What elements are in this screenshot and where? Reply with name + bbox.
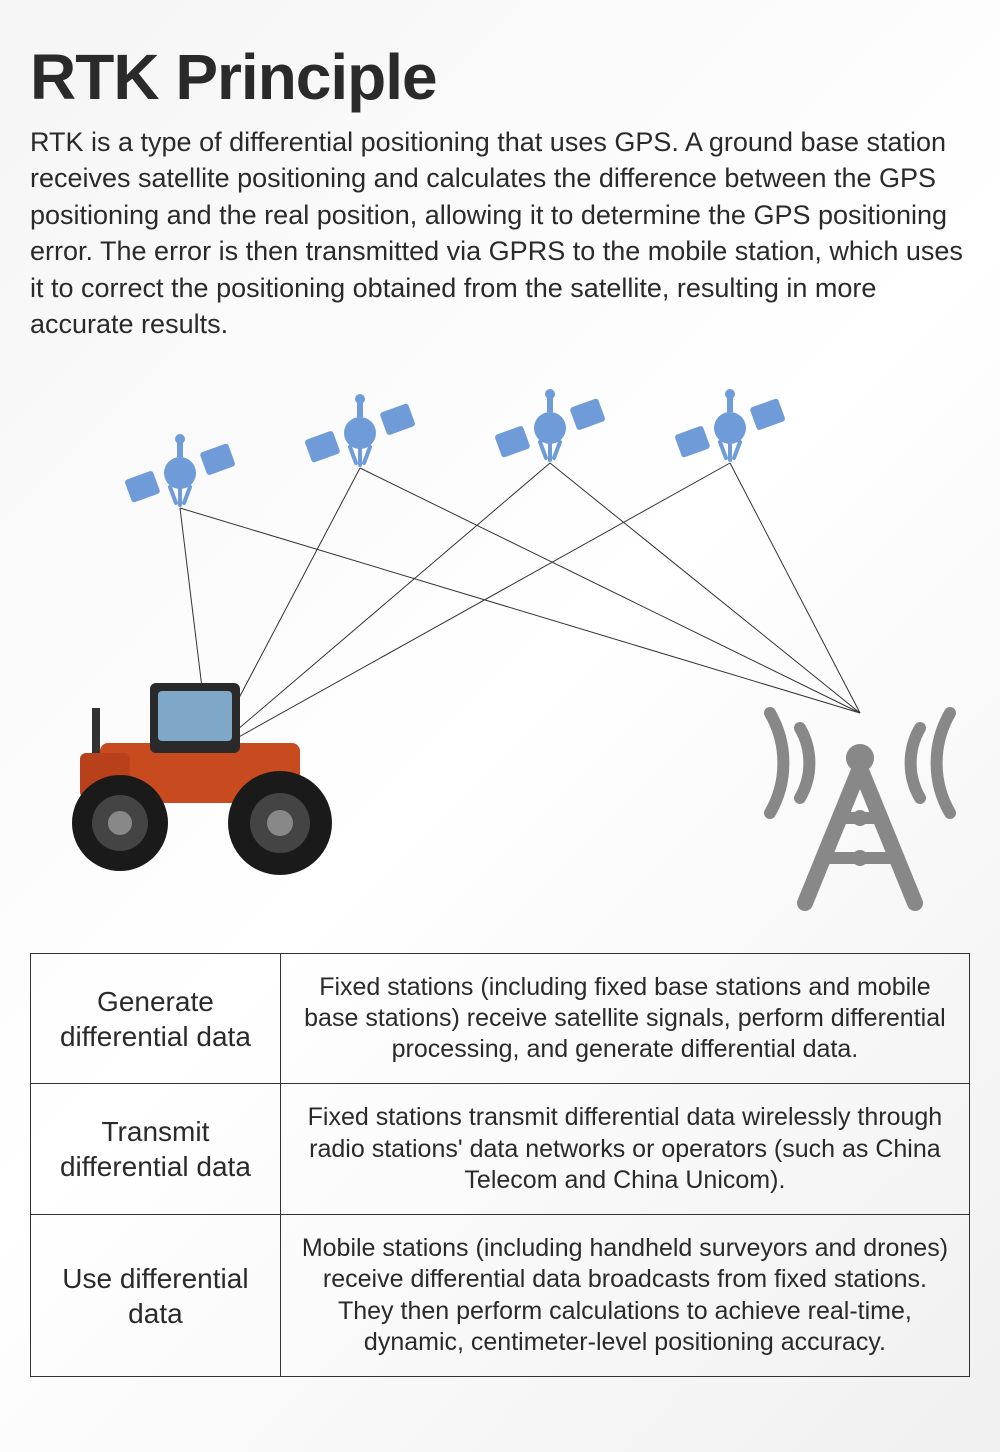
- rtk-diagram: [30, 373, 970, 913]
- satellite-icon: [304, 394, 416, 465]
- table-cell-right: Fixed stations transmit differential dat…: [280, 1084, 969, 1215]
- table-cell-right: Fixed stations (including fixed base sta…: [280, 953, 969, 1084]
- tower-icon: [770, 713, 950, 903]
- page-title: RTK Principle: [30, 40, 970, 114]
- satellite-icon: [494, 389, 606, 460]
- signal-line: [550, 463, 860, 713]
- satellite-icon: [674, 389, 786, 460]
- process-table: Generate differential dataFixed stations…: [30, 953, 970, 1378]
- table-row: Generate differential dataFixed stations…: [31, 953, 970, 1084]
- signal-line: [210, 463, 730, 753]
- satellite-icon: [124, 434, 236, 505]
- signal-line: [180, 508, 860, 713]
- signal-line: [210, 463, 550, 753]
- signal-line: [360, 468, 860, 713]
- tractor-icon: [72, 683, 332, 875]
- signal-line: [730, 463, 860, 713]
- table-row: Transmit differential dataFixed stations…: [31, 1084, 970, 1215]
- table-cell-left: Transmit differential data: [31, 1084, 281, 1215]
- table-cell-left: Use differential data: [31, 1215, 281, 1377]
- table-cell-left: Generate differential data: [31, 953, 281, 1084]
- description-text: RTK is a type of differential positionin…: [30, 124, 970, 343]
- table-row: Use differential dataMobile stations (in…: [31, 1215, 970, 1377]
- table-cell-right: Mobile stations (including handheld surv…: [280, 1215, 969, 1377]
